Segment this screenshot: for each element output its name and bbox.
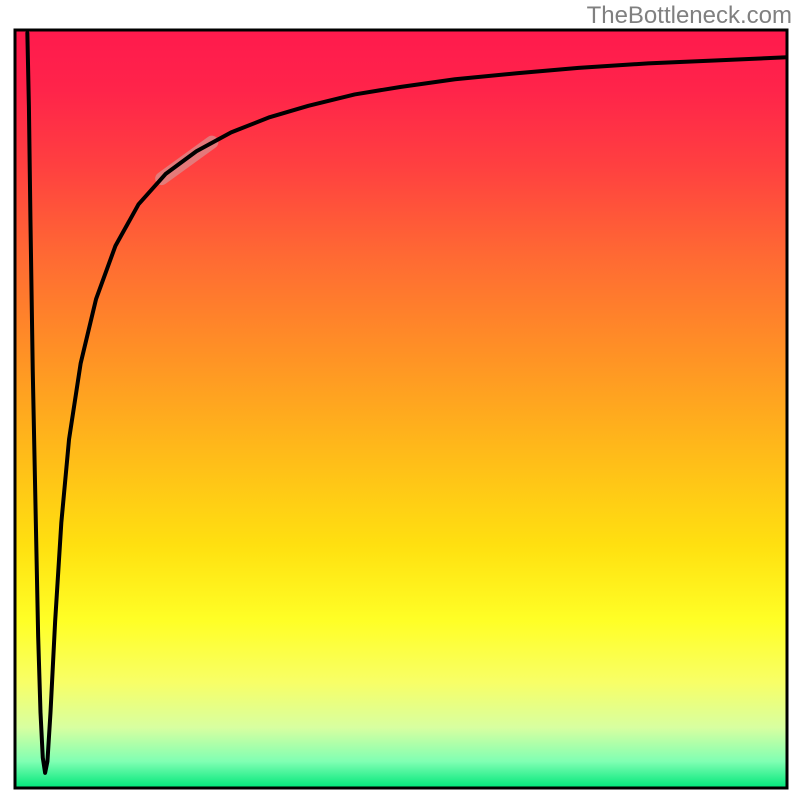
bottleneck-chart xyxy=(0,0,800,800)
chart-container: TheBottleneck.com xyxy=(0,0,800,800)
watermark-text: TheBottleneck.com xyxy=(587,2,792,30)
plot-background xyxy=(15,30,787,788)
